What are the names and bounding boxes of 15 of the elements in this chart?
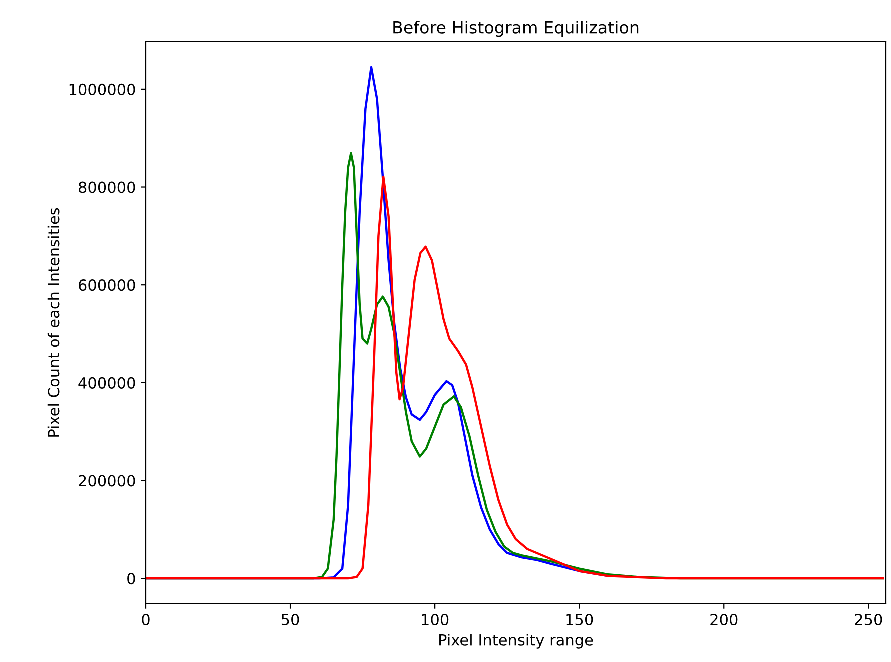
y-tick-label: 200000 <box>79 475 136 487</box>
y-tick-label: 600000 <box>79 280 136 292</box>
x-tick-label: 50 <box>282 614 300 626</box>
x-axis-title: Pixel Intensity range <box>440 634 594 649</box>
y-tick-label: 0 <box>128 573 136 585</box>
x-tick-label: 250 <box>855 614 882 626</box>
y-tick-label: 400000 <box>78 377 136 389</box>
x-tick-label: 0 <box>142 614 150 626</box>
y-tick-label: 800000 <box>78 182 136 194</box>
x-tick-label: 150 <box>566 614 594 626</box>
chart-title: Before Histogram Equilization <box>394 21 639 38</box>
x-tick-label: 200 <box>710 614 738 626</box>
x-tick-label: 100 <box>422 614 449 626</box>
y-tick-label: 1000000 <box>70 84 136 96</box>
y-axis-title: Pixel Count of each Intensities <box>48 208 60 437</box>
